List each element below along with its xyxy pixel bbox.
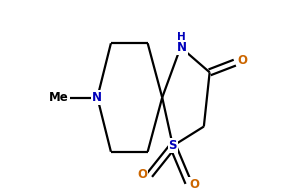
- Text: O: O: [137, 168, 147, 181]
- Text: N: N: [92, 91, 102, 104]
- Text: O: O: [238, 54, 247, 67]
- Text: Me: Me: [49, 91, 68, 104]
- Text: N: N: [177, 41, 187, 54]
- Text: O: O: [189, 178, 199, 191]
- Text: H: H: [177, 32, 186, 42]
- Text: S: S: [169, 139, 177, 152]
